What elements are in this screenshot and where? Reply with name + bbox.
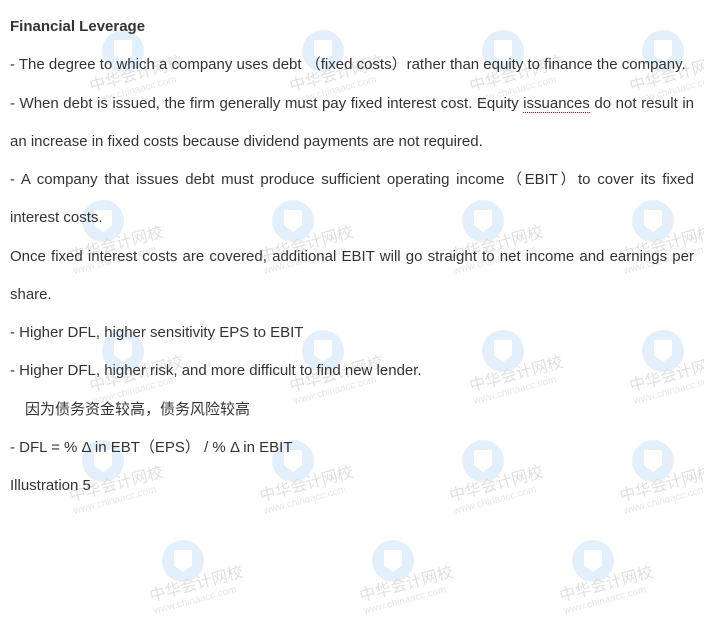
document-body: Financial Leverage - The degree to which… <box>10 8 694 505</box>
watermark-badge-icon <box>162 540 204 582</box>
para-ebit-cover: - A company that issues debt must produc… <box>10 161 694 238</box>
para-dfl-sensitivity: - Higher DFL, higher sensitivity EPS to … <box>10 314 694 352</box>
watermark-text: 中华会计网校www.chinaacc.com <box>558 564 658 616</box>
watermark-text: 中华会计网校www.chinaacc.com <box>148 564 248 616</box>
para-net-income: Once fixed interest costs are covered, a… <box>10 238 694 315</box>
text-segment: - When debt is issued, the firm generall… <box>10 95 523 112</box>
watermark: 中华会计网校www.chinaacc.com <box>530 540 656 605</box>
para-dfl-risk: - Higher DFL, higher risk, and more diff… <box>10 352 694 390</box>
watermark-badge-icon <box>372 540 414 582</box>
para-debt-issued: - When debt is issued, the firm generall… <box>10 85 694 162</box>
para-definition: - The degree to which a company uses deb… <box>10 46 694 84</box>
watermark: 中华会计网校www.chinaacc.com <box>120 540 246 605</box>
underlined-word: issuances <box>523 95 590 113</box>
watermark-text: 中华会计网校www.chinaacc.com <box>358 564 458 616</box>
para-chinese-note: 因为债务资金较高，债务风险较高 <box>10 391 694 429</box>
watermark-badge-icon <box>572 540 614 582</box>
para-dfl-formula: - DFL = % Δ in EBT（EPS） / % Δ in EBIT <box>10 429 694 467</box>
para-illustration: Illustration 5 <box>10 467 694 505</box>
watermark: 中华会计网校www.chinaacc.com <box>330 540 456 605</box>
page-title: Financial Leverage <box>10 8 694 46</box>
